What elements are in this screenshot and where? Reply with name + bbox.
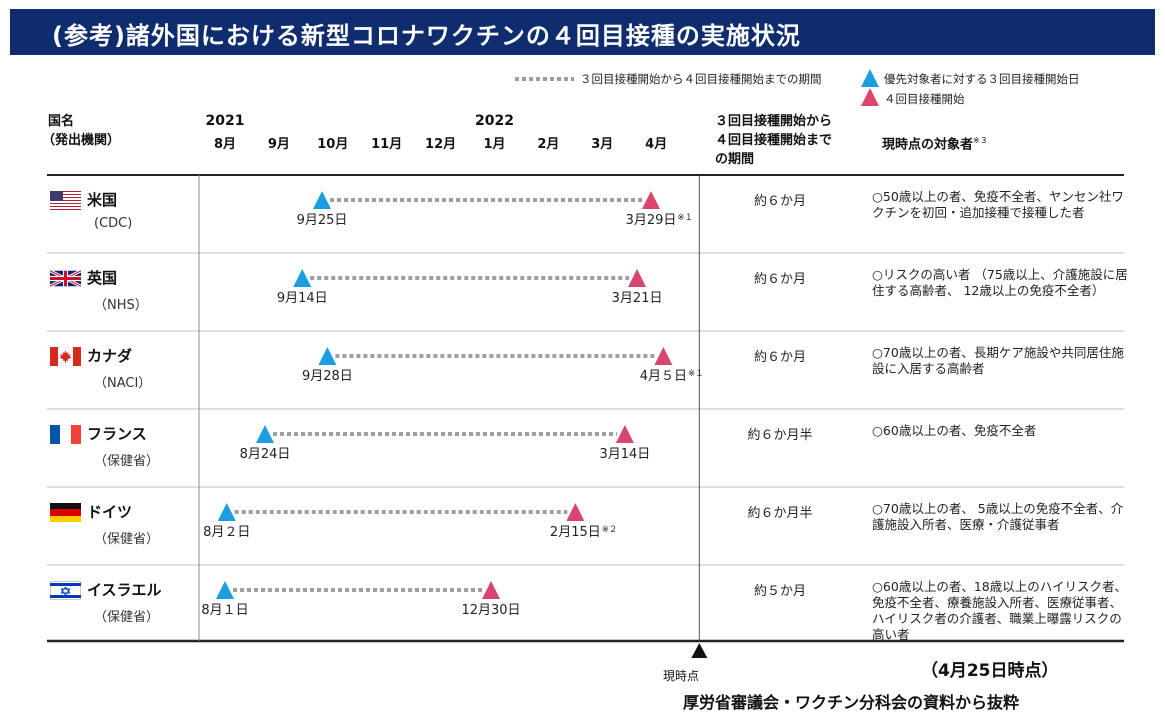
as-of-label: （4月25日時点） (921, 661, 1059, 681)
third-dose-marker (216, 581, 234, 599)
source-label: 厚労省審議会・ワクチン分科会の資料から抜粋 (683, 693, 1020, 712)
fourth-dose-note: ※１ (677, 213, 693, 223)
title-bar (10, 9, 1155, 55)
uk-flag (50, 269, 81, 288)
header-target: 現時点の対象者※３ (882, 132, 988, 153)
canada-flag (50, 347, 81, 366)
france-flag (50, 425, 81, 444)
third-dose-date-label: 9月28日 (302, 369, 353, 384)
month-label: 12月 (425, 137, 457, 152)
third-dose-date-label: 8月24日 (240, 447, 291, 462)
target-description: ○50歳以上の者、免疫不全者、ヤンセン社ワクチンを初回・追加接種で接種した者 (872, 189, 1124, 220)
month-label: 1月 (483, 137, 506, 152)
fourth-dose-note: ※１ (688, 369, 704, 379)
third-dose-marker (217, 503, 236, 521)
country-name: フランス (87, 425, 147, 443)
fourth-dose-note: ※２ (602, 525, 618, 535)
fourth-dose-marker (615, 425, 634, 443)
legend-period-label: ３回目接種開始から４回目接種開始までの期間 (580, 72, 822, 86)
israel-flag (50, 581, 81, 600)
fourth-dose-marker (654, 347, 673, 365)
header-agency: （発出機関） (42, 133, 121, 148)
target-description: ○70歳以上の者、長期ケア施設や共同居住施設に入居する高齢者 (872, 345, 1124, 376)
fourth-dose-date-label: 4月５日 (640, 369, 687, 384)
year-label: 2022 (475, 113, 514, 129)
fourth-dose-date-label: 3月14日 (599, 447, 650, 462)
fourth-dose-date-label: 3月29日 (626, 213, 677, 228)
fourth-dose-marker (566, 503, 585, 521)
agency-name: (CDC) (94, 216, 133, 231)
agency-name: （NHS） (94, 298, 148, 313)
page-title: (参考)諸外国における新型コロナワクチンの４回目接種の実施状況 (52, 22, 801, 50)
legend-second-marker (861, 88, 879, 106)
header-target-note: ※３ (973, 136, 988, 145)
target-description: ○リスクの高い者 （75歳以上、介護施設に居住する高齢者、 12歳以上の免疫不全… (872, 267, 1128, 298)
fourth-dose-marker (641, 191, 660, 209)
germany-flag (50, 503, 81, 522)
agency-name: （NACI） (94, 376, 152, 391)
country-name: 英国 (87, 269, 118, 287)
header-period-line2: ４回目接種開始まで (715, 133, 833, 148)
month-label: 10月 (317, 137, 349, 152)
agency-name: （保健省） (94, 532, 160, 547)
third-dose-date-label: 9月25日 (297, 213, 348, 228)
third-dose-marker (255, 425, 274, 443)
now-marker (691, 643, 708, 658)
fourth-dose-marker (628, 269, 647, 287)
header-target-text: 現時点の対象者 (882, 137, 974, 153)
third-dose-marker (293, 269, 312, 287)
period-value: 約５か月 (753, 584, 806, 599)
third-dose-date-label: 9月14日 (277, 291, 328, 306)
month-label: 9月 (267, 137, 290, 152)
third-dose-date-label: 8月１日 (201, 603, 248, 618)
target-description: ○60歳以上の者、免疫不全者 (872, 423, 1037, 438)
month-label: 3月 (591, 137, 614, 152)
month-label: 8月 (213, 137, 237, 152)
agency-name: （保健省） (94, 454, 160, 469)
month-label: 2月 (537, 137, 560, 152)
period-value: 約６か月 (753, 194, 806, 209)
country-name: イスラエル (87, 581, 162, 599)
month-label: 11月 (371, 137, 403, 152)
period-value: 約６か月 (753, 272, 806, 287)
fourth-dose-date-label: 2月15日 (550, 525, 601, 540)
us-flag (50, 191, 81, 210)
legend-first-marker (861, 69, 879, 87)
country-name: ドイツ (87, 503, 133, 521)
fourth-dose-date-label: 3月21日 (612, 291, 663, 306)
fourth-dose-marker (482, 581, 501, 599)
period-value: 約６か月半 (747, 428, 813, 443)
country-name: カナダ (87, 347, 133, 365)
legend-first-label: 優先対象者に対する３回目接種開始日 (884, 72, 1080, 86)
month-label: 4月 (645, 137, 668, 152)
now-label: 現時点 (663, 669, 700, 683)
third-dose-date-label: 8月２日 (203, 525, 250, 540)
header-period-line1: ３回目接種開始から (715, 114, 833, 129)
table-grid (47, 69, 1124, 658)
header-country: 国名 (48, 114, 75, 129)
fourth-dose-date-label: 12月30日 (461, 603, 520, 618)
header-period-line3: の期間 (715, 152, 755, 167)
third-dose-marker (318, 347, 337, 365)
period-value: 約６か月半 (747, 506, 813, 521)
agency-name: （保健省） (94, 610, 160, 625)
legend-second-label: ４回目接種開始 (884, 92, 965, 106)
target-description: ○60歳以上の者、18歳以上のハイリスク者、免疫不全者、療養施設入所者、医療従事… (872, 579, 1127, 642)
country-name: 米国 (87, 191, 118, 209)
year-label: 2021 (205, 113, 245, 129)
third-dose-marker (313, 191, 332, 209)
period-value: 約６か月 (753, 350, 806, 365)
target-description: ○70歳以上の者、 5歳以上の免疫不全者、介護施設入所者、医療・介護従事者 (872, 501, 1124, 532)
